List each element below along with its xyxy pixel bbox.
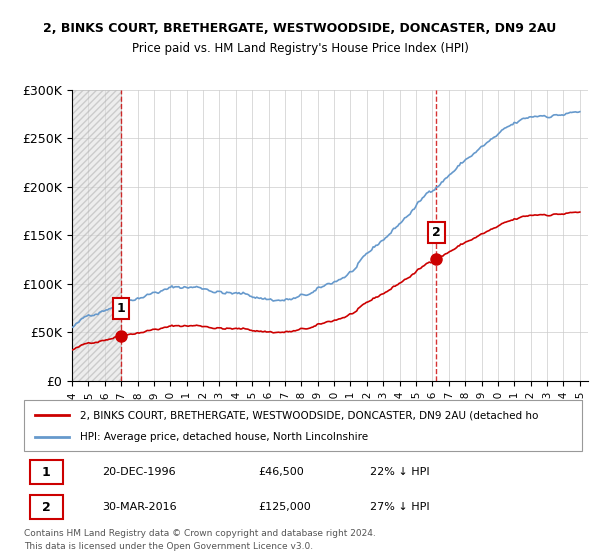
Text: This data is licensed under the Open Government Licence v3.0.: This data is licensed under the Open Gov…	[24, 542, 313, 550]
Text: 2, BINKS COURT, BRETHERGATE, WESTWOODSIDE, DONCASTER, DN9 2AU (detached ho: 2, BINKS COURT, BRETHERGATE, WESTWOODSID…	[80, 410, 538, 421]
Text: Price paid vs. HM Land Registry's House Price Index (HPI): Price paid vs. HM Land Registry's House …	[131, 42, 469, 55]
FancyBboxPatch shape	[24, 400, 582, 451]
Text: 22% ↓ HPI: 22% ↓ HPI	[370, 467, 430, 477]
Text: 1: 1	[42, 466, 50, 479]
Text: HPI: Average price, detached house, North Lincolnshire: HPI: Average price, detached house, Nort…	[80, 432, 368, 442]
Text: 30-MAR-2016: 30-MAR-2016	[102, 502, 177, 512]
Text: 2, BINKS COURT, BRETHERGATE, WESTWOODSIDE, DONCASTER, DN9 2AU: 2, BINKS COURT, BRETHERGATE, WESTWOODSID…	[43, 22, 557, 35]
FancyBboxPatch shape	[29, 495, 63, 520]
Text: £125,000: £125,000	[259, 502, 311, 512]
Text: Contains HM Land Registry data © Crown copyright and database right 2024.: Contains HM Land Registry data © Crown c…	[24, 529, 376, 538]
Text: 1: 1	[116, 302, 125, 315]
Text: 27% ↓ HPI: 27% ↓ HPI	[370, 502, 430, 512]
Text: 20-DEC-1996: 20-DEC-1996	[102, 467, 176, 477]
Text: £46,500: £46,500	[259, 467, 304, 477]
Text: 2: 2	[42, 501, 50, 514]
FancyBboxPatch shape	[29, 460, 63, 484]
Text: 2: 2	[432, 226, 441, 239]
Bar	[72, 90, 121, 381]
